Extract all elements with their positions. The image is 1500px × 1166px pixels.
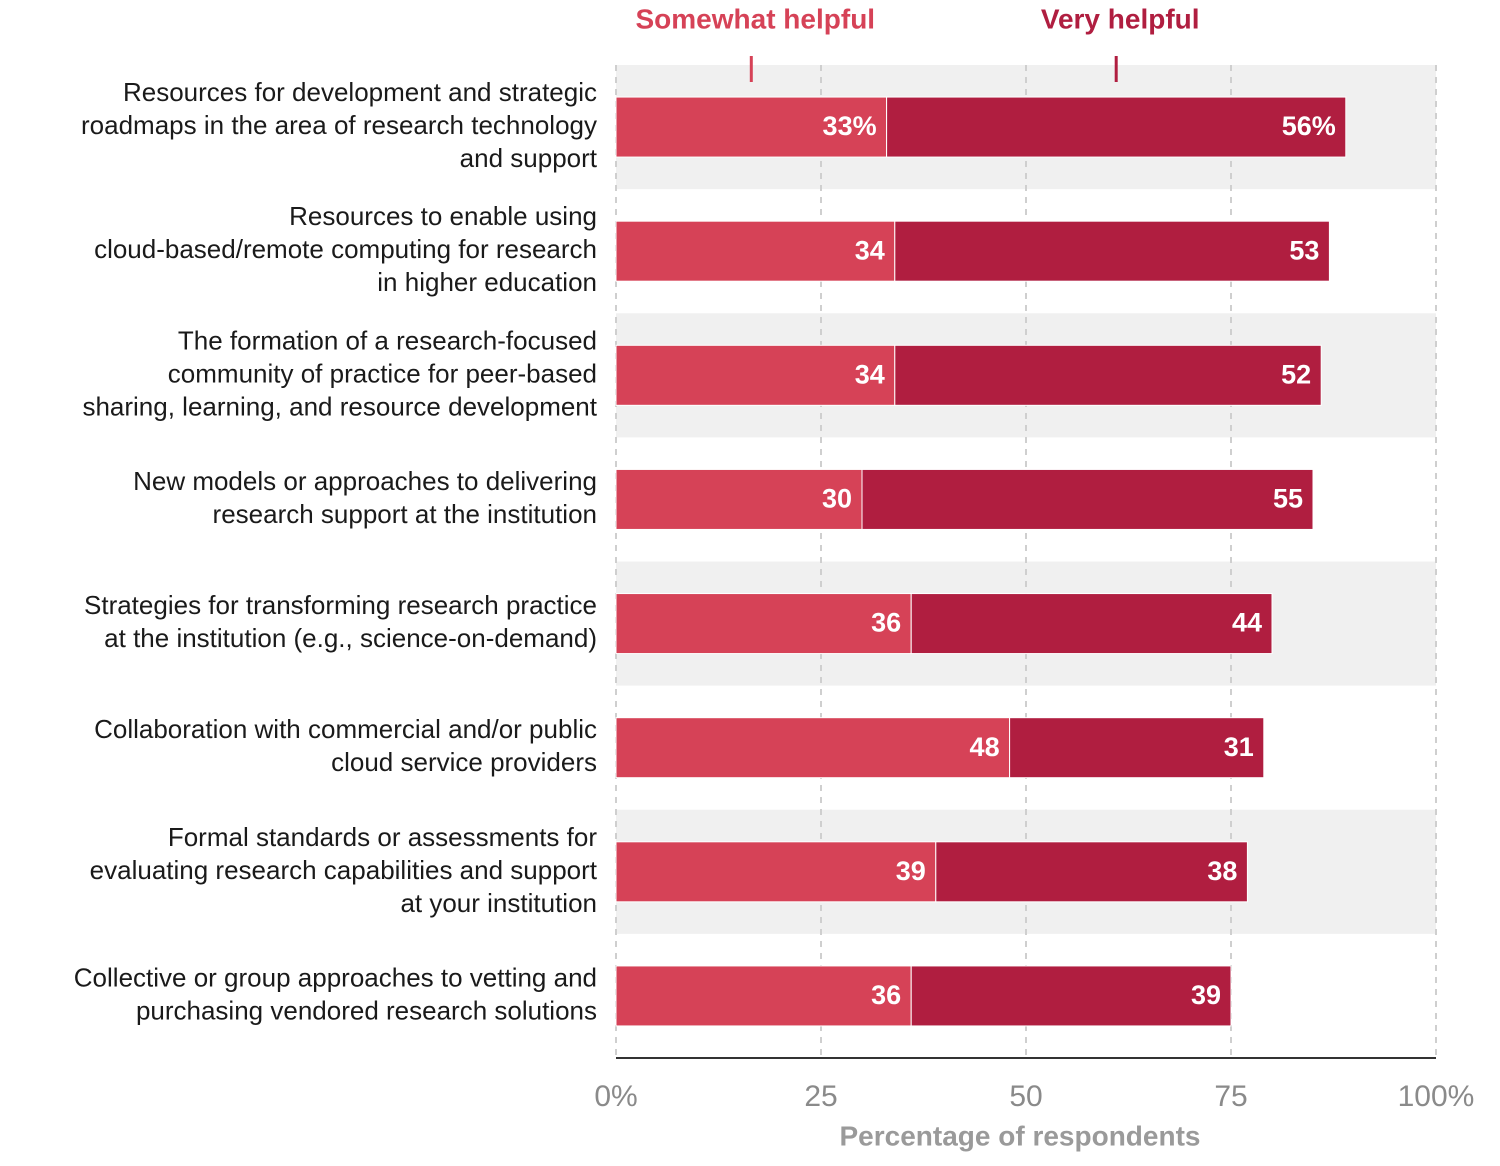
bar-segment <box>615 593 912 655</box>
category-line: New models or approaches to delivering <box>133 466 597 496</box>
bar-segment <box>615 344 896 406</box>
data-label: 39 <box>896 856 926 886</box>
category-line: Collective or group approaches to vettin… <box>74 962 597 992</box>
data-label: 44 <box>1232 608 1262 638</box>
data-label: 52 <box>1281 359 1311 389</box>
data-label: 30 <box>822 484 852 514</box>
category-line: community of practice for peer-based <box>168 358 597 388</box>
data-label: 36 <box>871 608 901 638</box>
bar-segment <box>615 717 1011 779</box>
category-label: Resources to enable using cloud-based/rem… <box>94 201 597 297</box>
category-line: at your institution <box>400 888 597 918</box>
data-label: 34 <box>855 359 885 389</box>
data-label: 38 <box>1207 856 1237 886</box>
category-line: Formal standards or assessments for <box>168 822 597 852</box>
data-label: 36 <box>871 980 901 1010</box>
category-line: cloud service providers <box>331 747 597 777</box>
bar-segment <box>615 96 888 158</box>
data-label: 34 <box>855 235 885 265</box>
category-label: Formal standards or assessments for evalu… <box>90 822 598 918</box>
bar-segment <box>910 965 1232 1027</box>
category-label: Resources for development and strategic r… <box>81 77 598 173</box>
category-line: sharing, learning, and resource developm… <box>82 391 597 421</box>
x-tick-label: 25 <box>804 1080 837 1113</box>
bar-segment <box>935 841 1248 903</box>
data-label: 56% <box>1282 111 1336 141</box>
data-label: 33% <box>823 111 877 141</box>
bar-segment <box>615 965 912 1027</box>
category-line: and support <box>460 143 598 173</box>
category-line: roadmaps in the area of research technol… <box>81 110 597 140</box>
x-tick-label: 50 <box>1009 1080 1042 1113</box>
category-line: Strategies for transforming research pra… <box>84 590 597 620</box>
category-line: Resources to enable using <box>289 201 597 231</box>
data-label: 39 <box>1191 980 1221 1010</box>
category-line: at the institution (e.g., science-on-dem… <box>104 623 597 653</box>
category-line: research support at the institution <box>213 499 597 529</box>
x-tick-label: 0% <box>594 1080 637 1113</box>
category-line: cloud-based/remote computing for researc… <box>94 234 597 264</box>
data-label: 55 <box>1273 484 1303 514</box>
legend-label: Somewhat helpful <box>636 3 876 34</box>
bar-segment <box>615 220 896 282</box>
legend-label: Very helpful <box>1041 3 1200 34</box>
data-label: 48 <box>970 732 1000 762</box>
category-line: evaluating research capabilities and sup… <box>90 855 598 885</box>
category-label: Collective or group approaches to vettin… <box>74 962 597 1025</box>
data-label: 31 <box>1224 732 1254 762</box>
category-line: in higher education <box>377 267 597 297</box>
category-line: Collaboration with commercial and/or pub… <box>94 714 597 744</box>
category-line: Resources for development and strategic <box>123 77 597 107</box>
x-tick-label: 100% <box>1398 1080 1475 1113</box>
bar-segment <box>861 468 1314 530</box>
bar-segment <box>894 344 1322 406</box>
category-label: The formation of a research-focused commu… <box>82 325 597 421</box>
category-label: New models or approaches to delivering re… <box>133 466 597 529</box>
category-label: Collaboration with commercial and/or pub… <box>94 714 597 777</box>
data-label: 53 <box>1289 235 1319 265</box>
bar-segment <box>886 96 1347 158</box>
category-line: purchasing vendored research solutions <box>136 995 597 1025</box>
category-line: The formation of a research-focused <box>178 325 597 355</box>
bar-segment <box>1009 717 1265 779</box>
x-tick-label: 75 <box>1214 1080 1247 1113</box>
bar-segment <box>615 841 937 903</box>
category-label: Strategies for transforming research pra… <box>84 590 597 653</box>
bar-segment <box>894 220 1330 282</box>
bar-segment <box>910 593 1273 655</box>
x-axis-label: Percentage of respondents <box>840 1120 1201 1151</box>
